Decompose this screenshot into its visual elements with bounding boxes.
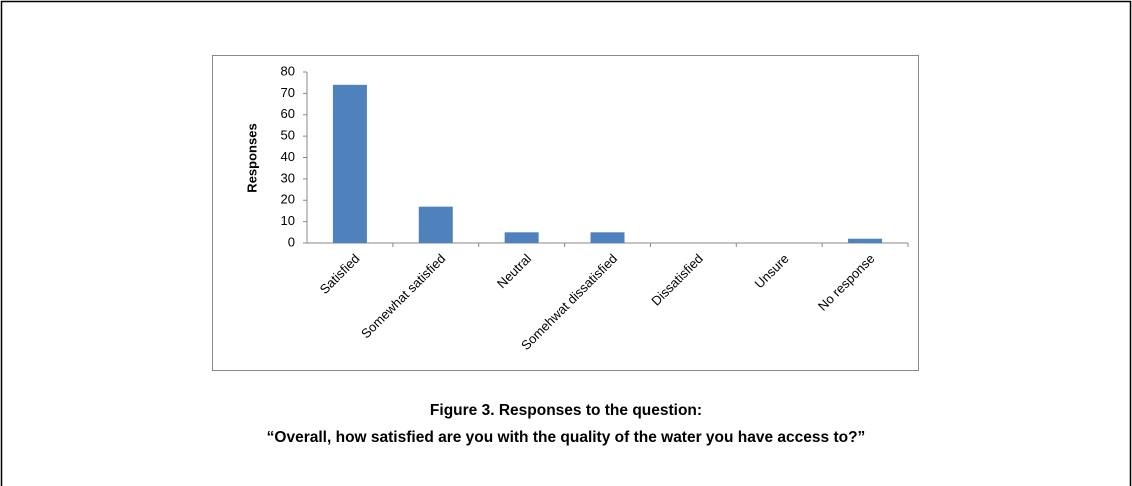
y-tick-label: 30 bbox=[281, 170, 295, 185]
bar bbox=[590, 232, 625, 243]
bar bbox=[504, 232, 539, 243]
y-tick-label: 0 bbox=[288, 234, 295, 249]
y-tick-label: 20 bbox=[281, 192, 295, 207]
y-tick-label: 80 bbox=[281, 63, 295, 78]
y-tick-label: 60 bbox=[281, 106, 295, 121]
chart-frame bbox=[212, 55, 919, 371]
bar bbox=[848, 238, 883, 243]
y-tick-label: 10 bbox=[281, 213, 295, 228]
y-tick-label: 40 bbox=[281, 149, 295, 164]
bar bbox=[418, 206, 453, 243]
y-axis-label: Responses bbox=[244, 123, 259, 192]
y-tick-label: 50 bbox=[281, 128, 295, 143]
bar bbox=[332, 84, 367, 243]
y-tick-label: 70 bbox=[281, 85, 295, 100]
caption-line: Figure 3. Responses to the question: bbox=[430, 402, 702, 419]
caption-line: “Overall, how satisfied are you with the… bbox=[267, 429, 866, 446]
